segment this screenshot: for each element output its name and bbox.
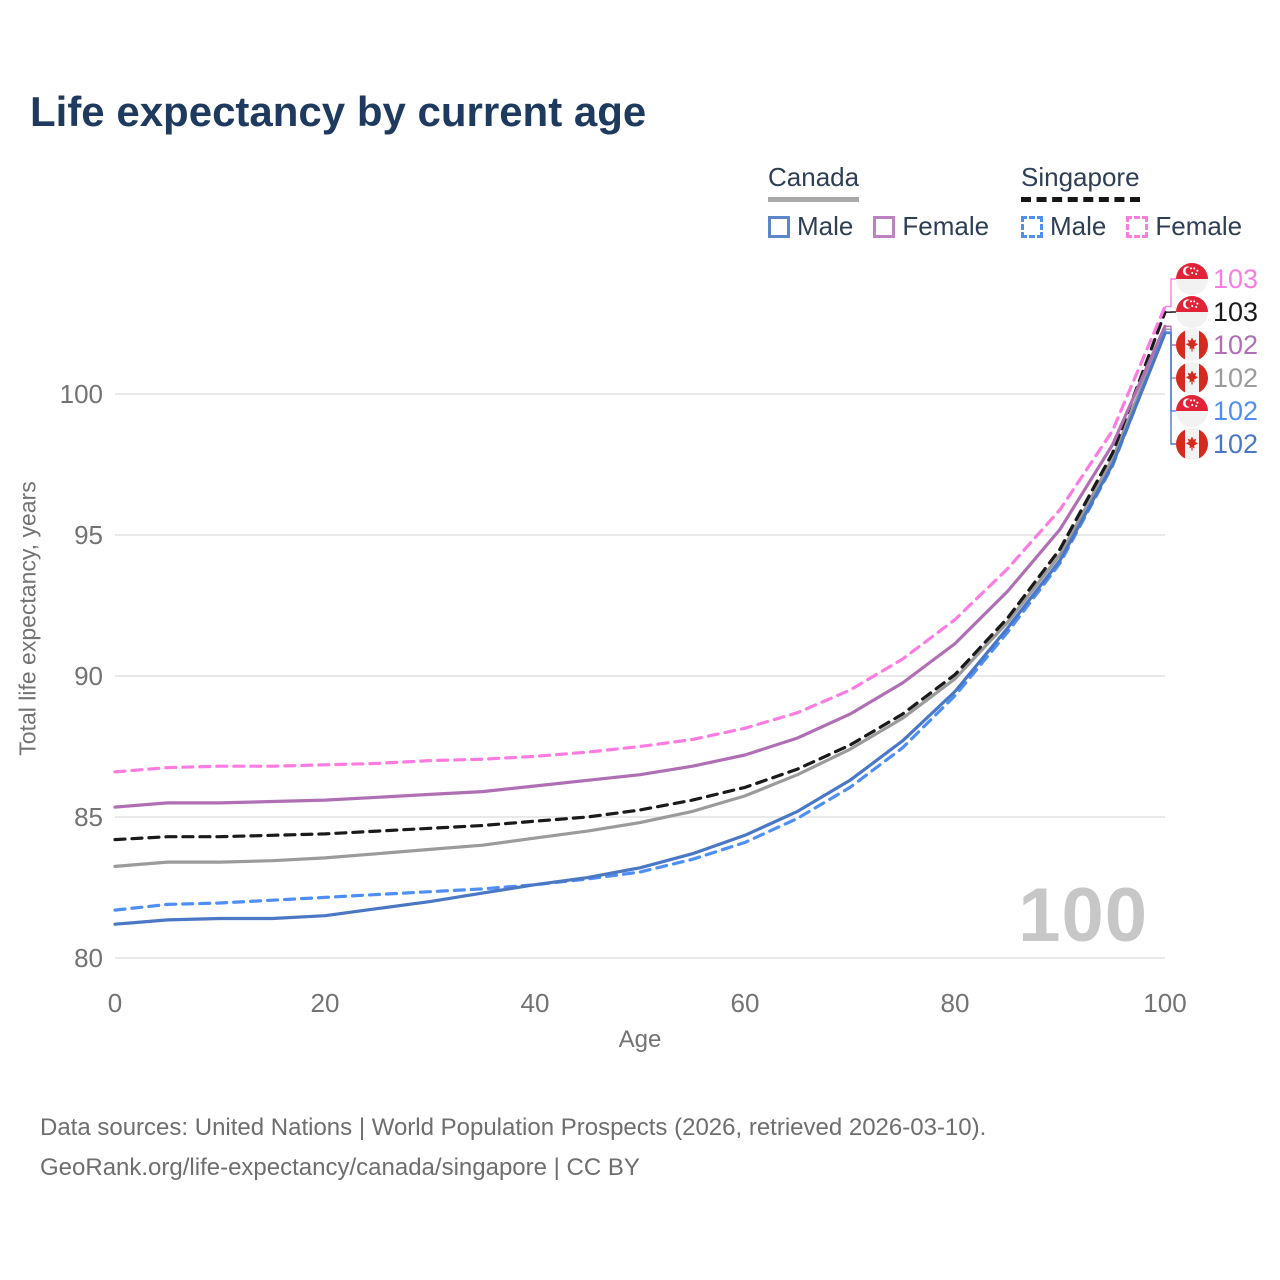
singapore-female-swatch-icon bbox=[1126, 215, 1149, 238]
singapore-male-swatch-icon bbox=[1021, 215, 1043, 238]
canada-flag-icon bbox=[1176, 428, 1208, 460]
series-line-canada-male[interactable] bbox=[113, 331, 1167, 926]
end-value-label-canada-female: 102 bbox=[1213, 330, 1258, 360]
legend-group-canada: Canada Male Female bbox=[768, 162, 989, 242]
age-watermark: 100 bbox=[1018, 873, 1148, 958]
legend-header-singapore[interactable]: Singapore bbox=[1021, 162, 1140, 202]
canada-male-swatch-icon bbox=[768, 215, 790, 238]
x-tick-label: 60 bbox=[731, 988, 760, 1018]
end-value-label-canada-male: 102 bbox=[1213, 429, 1258, 459]
legend-item-label: Female bbox=[1155, 211, 1243, 241]
singapore-flag-icon bbox=[1176, 296, 1208, 328]
x-tick-label: 100 bbox=[1143, 988, 1186, 1018]
end-value-label-singapore-male: 102 bbox=[1213, 396, 1258, 426]
legend-item-label: Male bbox=[797, 211, 854, 241]
x-tick-label: 0 bbox=[108, 988, 122, 1018]
footer-attribution: GeoRank.org/life-expectancy/canada/singa… bbox=[40, 1154, 640, 1181]
chart-legend: Canada Male Female Singapore Male Female bbox=[0, 162, 1280, 242]
legend-item-label: Male bbox=[1050, 211, 1107, 241]
y-axis-title: Total life expectancy, years bbox=[14, 481, 41, 756]
end-value-label-singapore-total: 103 bbox=[1213, 297, 1258, 327]
y-tick-label: 90 bbox=[74, 661, 103, 691]
canada-female-swatch-icon bbox=[873, 215, 896, 238]
footer: Data sources: United Nations | World Pop… bbox=[40, 1108, 986, 1188]
legend-items-canada: Male Female bbox=[768, 211, 989, 242]
series-line-singapore-male[interactable] bbox=[113, 330, 1167, 912]
end-value-label-canada-total: 102 bbox=[1213, 363, 1258, 393]
legend-item-canada-female[interactable]: Female bbox=[873, 211, 989, 242]
end-label-leader-line bbox=[1165, 278, 1176, 308]
singapore-flag-icon bbox=[1176, 263, 1208, 295]
x-tick-label: 20 bbox=[311, 988, 340, 1018]
canada-flag-icon bbox=[1176, 329, 1208, 361]
x-axis-title: Age bbox=[618, 1026, 662, 1053]
series-line-canada-total[interactable] bbox=[113, 327, 1167, 869]
series-line-singapore-total[interactable] bbox=[113, 310, 1167, 842]
series-line-singapore-female[interactable] bbox=[113, 305, 1167, 774]
legend-item-canada-male[interactable]: Male bbox=[768, 211, 853, 242]
y-tick-label: 95 bbox=[74, 520, 103, 550]
legend-items-singapore: Male Female bbox=[1021, 211, 1242, 242]
series-line-canada-female[interactable] bbox=[113, 324, 1167, 809]
legend-header-canada[interactable]: Canada bbox=[768, 162, 860, 202]
end-value-label-singapore-female: 103 bbox=[1213, 264, 1258, 294]
end-label-leader-line bbox=[1165, 332, 1176, 445]
legend-item-label: Female bbox=[902, 211, 990, 241]
page-title: Life expectancy by current age bbox=[30, 88, 647, 135]
singapore-flag-icon bbox=[1176, 395, 1208, 427]
legend-item-singapore-male[interactable]: Male bbox=[1021, 211, 1106, 242]
canada-flag-icon bbox=[1176, 362, 1208, 394]
y-tick-label: 100 bbox=[60, 379, 103, 409]
y-tick-label: 85 bbox=[74, 802, 103, 832]
legend-item-singapore-female[interactable]: Female bbox=[1126, 211, 1242, 242]
y-tick-label: 80 bbox=[74, 943, 103, 973]
x-tick-label: 80 bbox=[941, 988, 970, 1018]
footer-data-sources: Data sources: United Nations | World Pop… bbox=[40, 1114, 987, 1141]
legend-group-singapore: Singapore Male Female bbox=[1021, 162, 1242, 242]
x-tick-label: 40 bbox=[521, 988, 550, 1018]
